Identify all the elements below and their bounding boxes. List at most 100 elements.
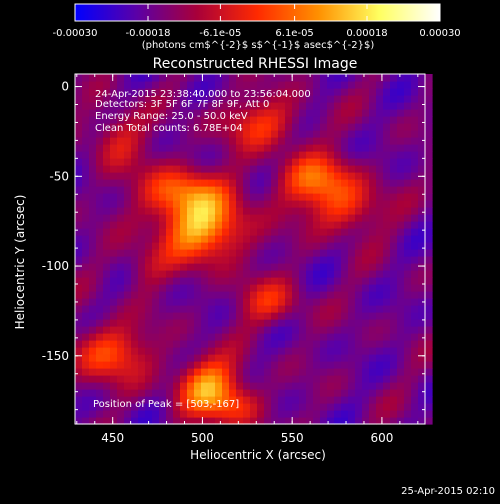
heatmap-cell [124,403,132,411]
heatmap-cell [257,361,265,369]
heatmap-cell [257,242,265,250]
heatmap-cell [341,235,349,243]
heatmap-cell [89,410,97,418]
heatmap-cell [173,305,181,313]
heatmap-cell [229,88,237,96]
heatmap-cell [425,109,433,117]
heatmap-cell [278,389,286,397]
heatmap-cell [376,81,384,89]
heatmap-cell [194,242,202,250]
heatmap-cell [82,186,90,194]
heatmap-cell [264,74,272,82]
heatmap-cell [180,361,188,369]
heatmap-cell [145,123,153,131]
heatmap-cell [341,333,349,341]
heatmap-cell [299,256,307,264]
heatmap-cell [306,298,314,306]
heatmap-cell [390,207,398,215]
heatmap-cell [159,109,167,117]
heatmap-cell [271,389,279,397]
heatmap-cell [236,214,244,222]
heatmap-cell [355,242,363,250]
heatmap-cell [341,228,349,236]
heatmap-cell [82,123,90,131]
heatmap-cell [215,305,223,313]
heatmap-cell [411,326,419,334]
heatmap-cell [159,235,167,243]
heatmap-cell [418,123,426,131]
heatmap-cell [369,109,377,117]
heatmap-cell [397,81,405,89]
heatmap-cell [117,298,125,306]
heatmap-cell [306,242,314,250]
heatmap-cell [229,326,237,334]
heatmap-cell [173,361,181,369]
heatmap-cell [250,207,258,215]
heatmap-cell [285,74,293,82]
heatmap-cell [411,74,419,82]
heatmap-cell [369,284,377,292]
heatmap-cell [75,291,83,299]
heatmap-cell [271,326,279,334]
heatmap-cell [390,144,398,152]
heatmap-cell [152,270,160,278]
heatmap-cell [243,312,251,320]
heatmap-cell [166,333,174,341]
heatmap-cell [159,144,167,152]
heatmap-cell [278,214,286,222]
heatmap-cell [201,249,209,257]
heatmap-cell [187,340,195,348]
heatmap-cell [250,410,258,418]
heatmap-cell [404,375,412,383]
heatmap-cell [257,158,265,166]
heatmap-cell [404,354,412,362]
heatmap-cell [215,375,223,383]
heatmap-cell [271,410,279,418]
heatmap-cell [348,109,356,117]
heatmap-cell [138,361,146,369]
heatmap-cell [117,165,125,173]
heatmap-cell [138,270,146,278]
heatmap-cell [159,396,167,404]
heatmap-cell [131,130,139,138]
heatmap-cell [278,249,286,257]
heatmap-cell [271,81,279,89]
heatmap-cell [110,333,118,341]
heatmap-cell [376,74,384,82]
heatmap-cell [376,270,384,278]
heatmap-cell [75,305,83,313]
heatmap-cell [194,214,202,222]
heatmap-cell [201,270,209,278]
heatmap-cell [159,319,167,327]
heatmap-cell [159,305,167,313]
heatmap-cell [278,263,286,271]
heatmap-cell [180,207,188,215]
heatmap-cell [404,81,412,89]
colorbar-ticks: -0.00030 -0.00018 -6.1e-05 6.1e-05 0.00018 0.… [53,4,461,39]
heatmap-cell [327,277,335,285]
heatmap-cell [208,354,216,362]
heatmap-cell [411,214,419,222]
heatmap-cell [348,235,356,243]
heatmap-cell [320,382,328,390]
heatmap-cell [229,144,237,152]
heatmap-cell [187,249,195,257]
heatmap-cell [215,165,223,173]
heatmap-cell [362,116,370,124]
heatmap-cell [145,200,153,208]
heatmap-cell [103,88,111,96]
heatmap-cell [369,368,377,376]
heatmap-cell [257,270,265,278]
heatmap-cell [131,137,139,145]
heatmap-cell [313,74,321,82]
heatmap-cell [145,347,153,355]
heatmap-cell [229,123,237,131]
heatmap-cell [131,214,139,222]
heatmap-cell [222,88,230,96]
heatmap-cell [222,375,230,383]
heatmap-cell [369,361,377,369]
heatmap-cell [292,207,300,215]
heatmap-cell [208,74,216,82]
heatmap-cell [138,277,146,285]
heatmap-cell [243,417,251,425]
